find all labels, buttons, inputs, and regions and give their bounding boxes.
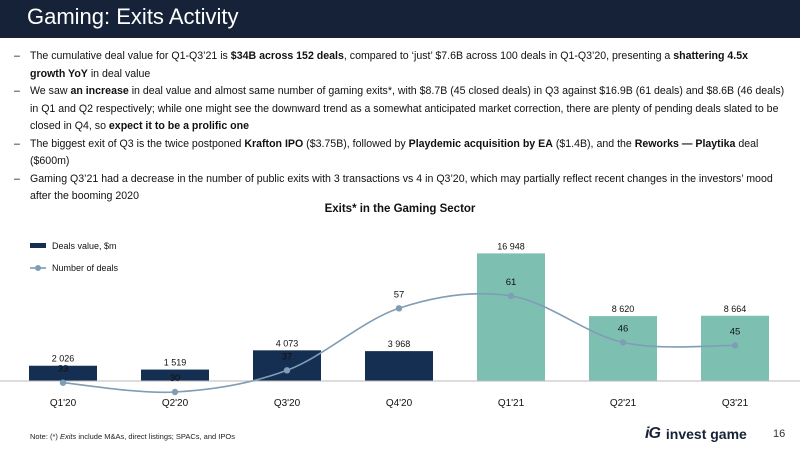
deals-count-label: 57 bbox=[394, 289, 405, 300]
deals-count-label: 33 bbox=[58, 364, 69, 375]
deals-count-point-2 bbox=[171, 388, 179, 396]
legend-bar-label: Deals value, $m bbox=[52, 241, 117, 251]
bullet-emphasis: Krafton IPO bbox=[244, 137, 304, 150]
footnote-italic: Exits bbox=[60, 432, 77, 441]
bullet-emphasis: an increase bbox=[70, 85, 129, 97]
bullet-emphasis: shattering 4.5x growth YoY bbox=[30, 50, 749, 80]
deals-count-label: 37 bbox=[282, 351, 293, 362]
x-tick-label: Q2'21 bbox=[610, 398, 637, 409]
bullet-text: deal ($600m) bbox=[30, 137, 759, 168]
bar-value-label: 1 519 bbox=[164, 358, 187, 368]
bullet-text: The biggest exit of Q3 is the twice post… bbox=[30, 137, 245, 150]
deals-count-label: 46 bbox=[618, 323, 629, 334]
bar-value-label: 4 073 bbox=[276, 338, 299, 348]
chart-title: Exits* in the Gaming Sector bbox=[325, 203, 476, 215]
legend-line-marker-icon bbox=[35, 265, 41, 271]
bar-value-label: 8 620 bbox=[612, 304, 635, 314]
bar-2 bbox=[141, 369, 209, 381]
bar-3 bbox=[253, 350, 321, 381]
x-tick-label: Q2'20 bbox=[162, 398, 189, 409]
brand-name: invest game bbox=[665, 426, 747, 442]
deals-count-label: 61 bbox=[506, 277, 517, 288]
bullet-list: – The cumulative deal value for Q1-Q3’21 … bbox=[14, 48, 786, 206]
bullet-dash-icon: – bbox=[14, 172, 20, 185]
deals-count-label: 45 bbox=[730, 327, 741, 338]
deals-count-point-4 bbox=[395, 305, 403, 312]
bullet-text: ($1.4B), and the bbox=[552, 137, 635, 150]
bullet-item: – The biggest exit of Q3 is the twice pos… bbox=[14, 136, 786, 171]
bullet-emphasis: Reworks — Playtika bbox=[634, 137, 736, 150]
x-tick-label: Q1'21 bbox=[498, 398, 525, 409]
brand-mark-icon: iG bbox=[645, 425, 661, 442]
bullet-item: – Gaming Q3’21 had a decrease in the numb… bbox=[14, 171, 786, 206]
bullet-emphasis: Playdemic acquisition by EA bbox=[408, 137, 553, 150]
bullet-item: – We saw an increase in deal value and al… bbox=[14, 83, 786, 136]
bullet-text: in deal value and almost same number of … bbox=[30, 85, 785, 132]
exits-chart: Exits* in the Gaming Sector 2 026 1 519 4 0… bbox=[0, 203, 800, 409]
legend-bar-swatch bbox=[30, 243, 46, 248]
deals-count-point-1 bbox=[59, 379, 67, 386]
bar-value-label: 2 026 bbox=[52, 354, 75, 364]
bullet-text: , compared to ‘just’ $7.6B across 100 de… bbox=[343, 50, 674, 62]
bullet-emphasis: expect it to be a prolific one bbox=[108, 120, 250, 132]
x-tick-label: Q3'21 bbox=[722, 398, 749, 409]
footnote-rest: include M&As, direct listings; SPACs, an… bbox=[76, 432, 235, 441]
brand-logo: iG invest game bbox=[645, 424, 747, 444]
bullet-text: in deal value bbox=[87, 67, 151, 80]
bullet-dash-icon: – bbox=[14, 50, 20, 62]
bar-5 bbox=[477, 253, 545, 381]
deals-count-point-5 bbox=[507, 292, 515, 300]
bullet-text: ($3.75B), followed by bbox=[303, 137, 409, 150]
page-title: Gaming: Exits Activity bbox=[27, 4, 239, 29]
x-tick-label: Q1'20 bbox=[50, 398, 77, 409]
bullet-dash-icon: – bbox=[14, 85, 20, 97]
deals-count-point-6 bbox=[619, 339, 627, 346]
deals-count-label: 30 bbox=[170, 373, 181, 384]
deals-count-point-7 bbox=[731, 342, 739, 349]
deals-count-point-3 bbox=[283, 367, 291, 374]
bullet-text: The cumulative deal value for Q1-Q3’21 i… bbox=[30, 50, 231, 62]
page-number: 16 bbox=[773, 428, 786, 440]
bullet-text: Gaming Q3’21 had a decrease in the numbe… bbox=[30, 172, 773, 203]
footnote-prefix: Note: (*) bbox=[30, 432, 61, 441]
bar-value-label: 8 664 bbox=[724, 304, 747, 314]
legend-line-label: Number of deals bbox=[52, 263, 119, 273]
bar-1 bbox=[29, 365, 97, 381]
bar-6 bbox=[589, 316, 657, 381]
bar-value-label: 3 968 bbox=[388, 339, 411, 349]
bullet-dash-icon: – bbox=[14, 137, 20, 150]
x-tick-label: Q4'20 bbox=[386, 398, 413, 409]
bullet-item: – The cumulative deal value for Q1-Q3’21 … bbox=[14, 48, 786, 83]
bar-4 bbox=[365, 351, 433, 381]
bullet-text: We saw bbox=[30, 85, 71, 97]
bullet-emphasis: $34B across 152 deals bbox=[230, 50, 344, 62]
header-bar: Gaming: Exits Activity bbox=[0, 0, 800, 38]
footnote: Note: (*) Exits include M&As, direct lis… bbox=[30, 432, 235, 441]
x-tick-label: Q3'20 bbox=[274, 398, 301, 409]
bar-value-label: 16 948 bbox=[497, 241, 525, 251]
